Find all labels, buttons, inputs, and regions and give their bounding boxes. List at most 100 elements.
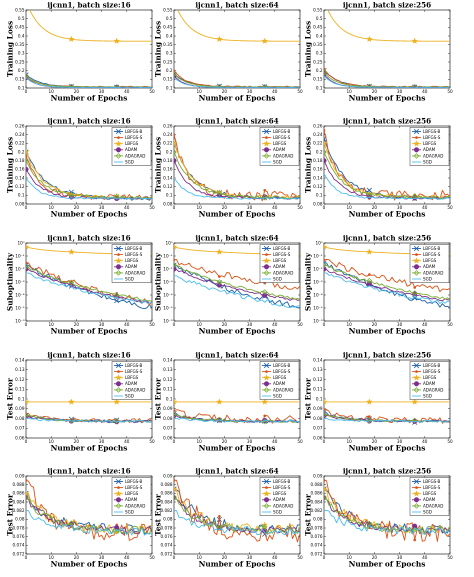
y-tick-label: 10⁻² [313, 266, 323, 271]
y-tick-label: 0.072 [161, 551, 173, 556]
y-tick-label: 0.1 [18, 85, 25, 90]
legend-marker [263, 257, 270, 264]
series-marker-adagrad [26, 494, 29, 501]
series-marker-lbfgs [261, 398, 268, 405]
y-axis-label: Suboptimality [304, 252, 313, 311]
series-group [26, 398, 152, 425]
y-axis-label: Test Error [154, 494, 163, 536]
legend-entry-adagrad: ADAGRAD [125, 503, 145, 508]
y-tick-label: 10⁻⁵ [313, 305, 323, 310]
series-marker-adagrad [366, 278, 373, 284]
plot-frame [25, 9, 153, 89]
series-marker-adagrad [26, 157, 29, 164]
series-marker-lbfgs-s [413, 538, 417, 542]
x-tick-label: 0 [25, 205, 28, 210]
x-tick-label: 40 [422, 205, 428, 210]
series-line-sgd [324, 75, 450, 88]
legend-marker [263, 270, 270, 276]
series-line-lbfgs-b [26, 264, 152, 310]
y-tick-label: 10⁰ [315, 240, 322, 245]
x-tick-label: 20 [74, 205, 80, 210]
y-tick-label: 10⁻³ [163, 279, 173, 284]
x-tick-label: 0 [25, 322, 28, 327]
x-tick-label: 0 [25, 89, 28, 94]
y-axis-label: Training Loss [304, 137, 313, 193]
subplot-r5-c1: ijcnn1, batch size:16 0.072 0.074 0.076 0.07… [6, 467, 155, 569]
x-tick-label: 20 [222, 205, 228, 210]
y-tick-label: 0.2 [316, 68, 323, 73]
series-marker-lbfgs [113, 37, 120, 44]
y-tick-label: 0.14 [163, 175, 173, 180]
series-marker-lbfgs [411, 37, 418, 44]
y-tick-label: 0.086 [161, 491, 173, 496]
legend-entry-lbfgs-b: LBFGS-B [273, 129, 291, 134]
series-marker-lbfgs [171, 0, 177, 4]
x-tick-label: 30 [247, 89, 253, 94]
legend-marker [115, 362, 122, 369]
series-marker-lbfgs-s [218, 514, 221, 518]
x-tick-label: 0 [323, 322, 326, 327]
y-tick-label: 10⁻⁶ [15, 318, 25, 323]
y-tick-label: 0.084 [161, 499, 173, 504]
legend-entry-sgd: SGD [273, 509, 282, 514]
y-tick-label: 0.1 [316, 85, 323, 90]
y-tick-label: 0.09 [163, 473, 173, 478]
series-marker-adagrad [324, 262, 327, 268]
y-tick-label: 0.45 [313, 25, 323, 30]
series-line-lbfgs-s [324, 409, 450, 424]
y-tick-label: 0.08 [15, 517, 25, 522]
subplot-title: ijcnn1, batch size:256 [343, 117, 431, 126]
series-marker-lbfgs [26, 243, 30, 250]
y-tick-label: 0.12 [15, 184, 25, 189]
legend-marker [413, 497, 420, 503]
legend-box [409, 477, 450, 516]
y-tick-label: 0.06 [163, 435, 173, 440]
x-tick-label: 50 [447, 322, 453, 327]
legend-entry-lbfgs-s: LBFGS-S [423, 135, 441, 140]
legend-marker [263, 147, 270, 153]
x-axis-label: Number of Epochs [51, 444, 128, 453]
x-tick-label: 20 [372, 322, 378, 327]
series-line-lbfgs-s [324, 259, 450, 293]
series-marker-lbfgs [366, 248, 373, 255]
y-tick-label: 0.074 [161, 543, 173, 548]
series-marker-adam [174, 158, 177, 164]
legend-entry-sgd: SGD [423, 393, 432, 398]
series-marker-adam [174, 266, 177, 272]
x-tick-label: 10 [197, 555, 203, 560]
y-tick-label: 0.07 [313, 426, 323, 431]
series-line-lbfgs-s [174, 134, 300, 202]
y-tick-label: 0.5 [316, 16, 323, 21]
series-marker-adagrad [174, 494, 177, 501]
legend-marker [413, 257, 420, 264]
y-tick-label: 0.18 [15, 158, 25, 163]
series-marker-lbfgs [216, 398, 223, 405]
series-group [174, 133, 300, 202]
x-tick-label: 20 [74, 89, 80, 94]
series-group [174, 243, 300, 309]
series-line-lbfgs [29, 10, 152, 42]
legend-marker [117, 253, 120, 256]
series-marker-adam [324, 158, 327, 164]
series-marker-adagrad [261, 289, 268, 295]
subplot-title: ijcnn1, batch size:64 [195, 467, 278, 476]
x-tick-label: 30 [247, 555, 253, 560]
y-tick-label: 0.09 [15, 406, 25, 411]
y-tick-label: 0.088 [13, 482, 25, 487]
legend-marker [115, 264, 122, 270]
y-tick-label: 0.082 [161, 508, 173, 513]
y-tick-label: 0.1 [166, 85, 173, 90]
series-marker-lbfgs-b [114, 298, 120, 304]
legend-box [259, 361, 300, 400]
y-tick-label: 0.086 [13, 491, 25, 496]
x-tick-label: 40 [124, 322, 130, 327]
legend-marker [263, 153, 270, 159]
series-line-adagrad [324, 264, 450, 300]
legend-entry-lbfgs-b: LBFGS-B [125, 363, 143, 368]
series-line-lbfgs [174, 488, 300, 535]
y-tick-label: 0.1 [316, 396, 323, 401]
y-tick-label: 0.09 [313, 473, 323, 478]
y-tick-label: 0.24 [163, 132, 173, 137]
y-tick-label: 0.08 [313, 201, 323, 206]
legend-marker [115, 374, 122, 381]
